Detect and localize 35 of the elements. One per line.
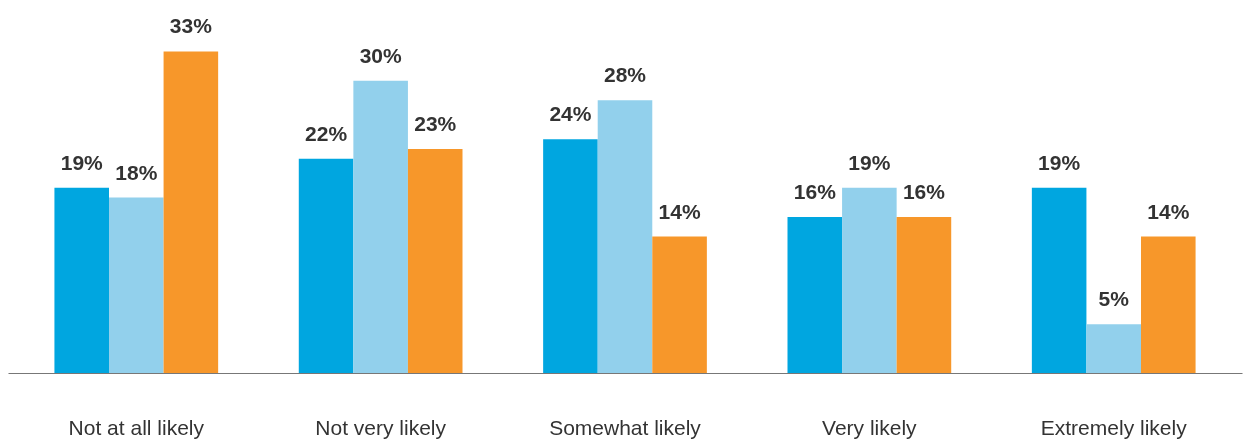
data-label: 14% <box>1147 199 1190 223</box>
bar <box>1086 324 1141 373</box>
data-label: 19% <box>1038 150 1081 174</box>
bar <box>407 148 463 373</box>
x-tick-label: Not at all likely <box>68 415 205 439</box>
data-label: 19% <box>848 150 891 174</box>
bar <box>597 100 653 373</box>
x-tick-label: Extremely likely <box>1040 415 1188 439</box>
data-label: 14% <box>658 199 701 223</box>
bar <box>353 80 408 373</box>
x-tick-label: Somewhat likely <box>549 415 702 439</box>
bar <box>54 187 109 373</box>
bar <box>1031 187 1087 373</box>
data-label: 24% <box>549 102 592 126</box>
x-tick-label: Very likely <box>822 415 918 439</box>
bar <box>787 217 843 373</box>
data-label: 19% <box>60 150 104 174</box>
data-label: 18% <box>115 160 158 184</box>
data-label: 23% <box>414 111 457 135</box>
bar <box>298 158 354 373</box>
bar <box>163 51 219 373</box>
bar <box>543 139 598 373</box>
bar <box>109 197 164 373</box>
bar <box>1141 236 1196 373</box>
bar <box>652 236 707 373</box>
data-label: 16% <box>902 180 946 204</box>
data-label: 5% <box>1098 287 1130 311</box>
data-label: 33% <box>169 14 213 38</box>
x-tick-label: Not very likely <box>315 415 447 439</box>
bar <box>842 187 897 373</box>
data-label: 22% <box>305 121 348 145</box>
bar <box>896 217 952 373</box>
data-label: 28% <box>603 63 647 87</box>
data-label: 16% <box>793 180 837 204</box>
data-label: 30% <box>359 43 402 67</box>
